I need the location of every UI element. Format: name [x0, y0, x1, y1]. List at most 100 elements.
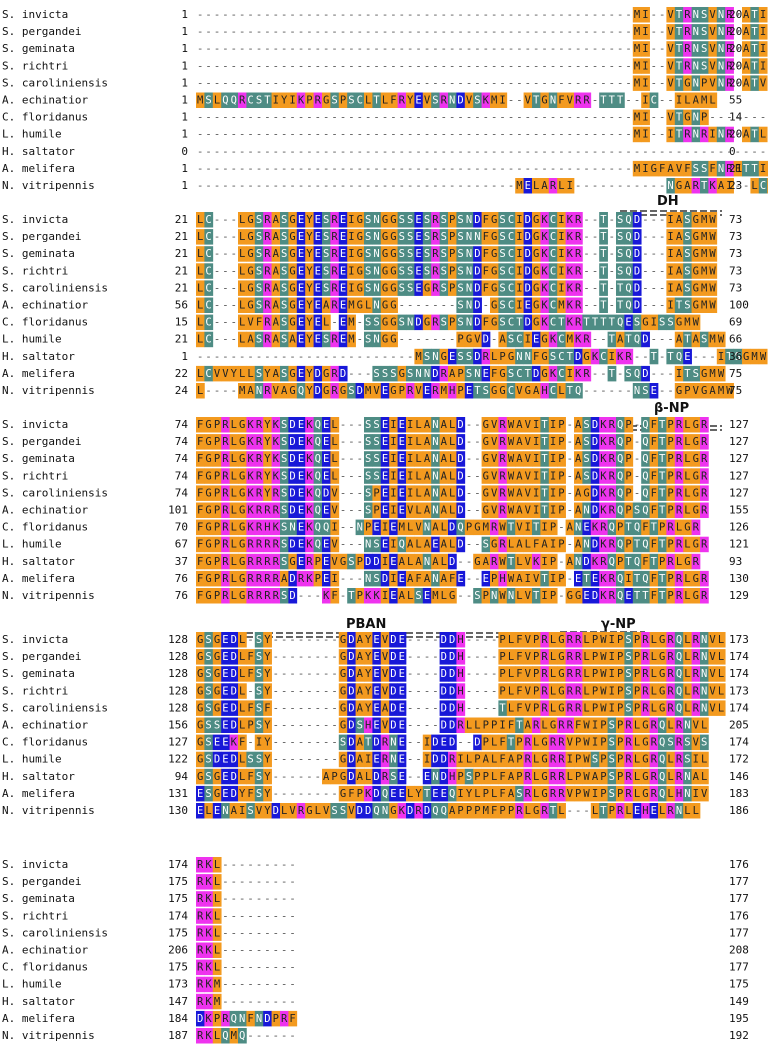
residue-bg	[599, 434, 608, 450]
residue-bg	[515, 434, 524, 450]
residue: G	[357, 282, 363, 294]
residue-bg	[691, 553, 701, 570]
residue-bg	[481, 451, 491, 467]
residue: G	[533, 214, 539, 226]
residue: F	[499, 737, 505, 749]
residue: W	[583, 788, 590, 800]
residue: Q	[617, 590, 623, 602]
residue: N	[373, 231, 379, 243]
residue-bg	[448, 434, 457, 450]
residue: V	[348, 805, 355, 817]
residue-bg	[574, 468, 583, 484]
residue-bg	[380, 383, 390, 399]
residue: V	[491, 453, 498, 465]
residue-bg	[347, 383, 356, 399]
gap-char: -	[457, 590, 463, 602]
residue: N	[415, 368, 421, 380]
residue-bg	[347, 212, 356, 228]
residue: I	[382, 556, 388, 568]
residue-bg	[658, 536, 667, 553]
residue-bg	[406, 468, 415, 484]
residue-bg	[229, 417, 239, 433]
residue: S	[365, 214, 371, 226]
residue-bg	[263, 297, 272, 313]
residue-bg	[322, 229, 331, 245]
alignment-row: A. melifera 76 F G P R L G R R R R A D R K P E I - - - N S D I E A F…	[2, 570, 749, 587]
residue-bg	[254, 212, 264, 228]
residue-bg	[212, 485, 222, 501]
residue: S	[499, 317, 505, 329]
residue: R	[701, 436, 708, 448]
residue: Q	[382, 788, 388, 800]
residue-bg	[599, 212, 608, 228]
residue-bg	[238, 212, 247, 228]
gap-char: -	[449, 129, 455, 141]
residue: L	[474, 788, 480, 800]
residue: V	[214, 368, 221, 380]
residue: R	[432, 248, 439, 260]
residue: S	[348, 556, 354, 568]
gap-char: -	[298, 112, 304, 124]
residue: L	[684, 470, 690, 482]
residue-bg	[548, 536, 558, 553]
residue-bg	[238, 314, 247, 331]
species-name: C. floridanus	[2, 316, 88, 329]
residue-bg	[422, 502, 432, 518]
residue: E	[323, 470, 329, 482]
gap-char: -	[457, 556, 463, 568]
residue-bg	[481, 434, 491, 450]
residue-bg	[456, 348, 466, 365]
residue-bg	[582, 331, 592, 348]
gap-char: -	[348, 180, 354, 192]
residue: T	[541, 436, 548, 448]
gap-char: -	[205, 129, 211, 141]
residue-bg	[691, 570, 701, 587]
residue: A	[357, 754, 364, 766]
residue-bg	[607, 485, 617, 501]
residue: D	[407, 805, 413, 817]
residue: C	[247, 95, 253, 107]
residue-bg	[532, 468, 541, 484]
residue-bg	[238, 485, 247, 501]
residue: G	[247, 282, 253, 294]
gap-char: -	[348, 368, 354, 380]
residue-bg	[364, 383, 373, 399]
residue-bg	[422, 383, 432, 399]
residue-bg	[355, 212, 365, 228]
residue: G	[239, 573, 245, 585]
residue: P	[600, 788, 606, 800]
residue-bg	[523, 536, 533, 553]
residue: M	[634, 77, 640, 89]
residue-bg	[674, 41, 684, 57]
residue-bg	[464, 519, 474, 536]
residue: R	[382, 737, 389, 749]
residue: S	[441, 282, 447, 294]
residue-bg	[296, 383, 306, 399]
gap-char: -	[231, 26, 237, 38]
residue: G	[357, 214, 363, 226]
residue: L	[407, 522, 413, 534]
residue-bg	[254, 468, 264, 484]
gap-char: -	[483, 651, 489, 663]
residue: A	[693, 771, 700, 783]
residue-bg	[490, 246, 499, 262]
residue: R	[499, 419, 506, 431]
residue: S	[365, 282, 371, 294]
residue-bg	[641, 24, 650, 40]
residue: R	[256, 470, 263, 482]
gap-char: -	[567, 163, 573, 175]
residue-bg	[448, 212, 457, 228]
residue-bg	[448, 570, 457, 587]
residue: D	[231, 651, 237, 663]
residue: N	[432, 505, 438, 517]
residue: H	[541, 385, 547, 397]
residue-bg	[456, 280, 466, 296]
residue: C	[205, 231, 211, 243]
residue-bg	[473, 229, 482, 245]
residue: F	[197, 590, 203, 602]
gap-char: -	[432, 651, 438, 663]
residue-bg	[397, 502, 407, 518]
gap-char: -	[323, 737, 329, 749]
residue: N	[407, 317, 413, 329]
residue: S	[684, 231, 690, 243]
